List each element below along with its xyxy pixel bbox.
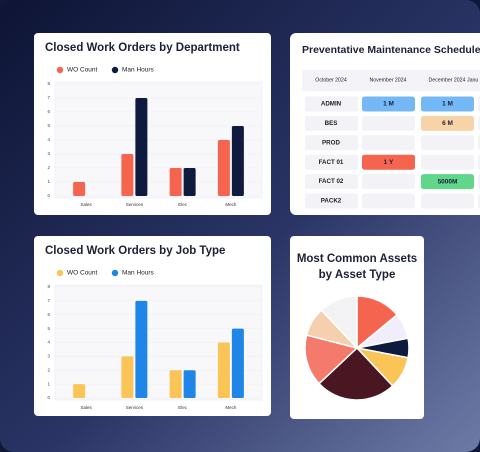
row-label: PACK2 (321, 198, 342, 205)
row-label-cell (305, 193, 358, 209)
schedule-cell (362, 174, 415, 190)
chart-title: Closed Work Orders by Department (45, 42, 240, 54)
row-label-cell (305, 96, 358, 112)
legend-swatch (111, 269, 119, 277)
row-label: FACT 02 (319, 178, 344, 185)
schedule-cell (421, 154, 474, 170)
bar (121, 356, 134, 398)
schedule-cell (362, 96, 415, 112)
y-tick-label: 3 (47, 354, 50, 359)
row-label: ADMIN (321, 101, 342, 108)
x-tick-label: Sales (80, 202, 92, 207)
row-label-cell (305, 174, 358, 190)
row-label: PROD (322, 139, 340, 146)
x-tick-label: Mech (225, 202, 237, 207)
x-tick-label: Services (126, 202, 144, 207)
y-tick-label: 7 (47, 95, 50, 100)
column-header: November 2024 (370, 77, 407, 83)
column-header: Janu (467, 77, 478, 83)
legend-label: Man Hours (122, 270, 155, 277)
row-label-cell (305, 154, 358, 170)
y-tick-label: 4 (47, 340, 50, 345)
x-tick-label: Services (126, 405, 144, 410)
row-label: FACT 01 (319, 159, 344, 166)
pie-slice (320, 295, 358, 350)
schedule-cell (362, 154, 415, 170)
y-tick-label: 2 (47, 165, 50, 170)
bar (217, 342, 230, 398)
legend-swatch (56, 66, 64, 74)
y-tick-label: 5 (47, 123, 50, 128)
y-tick-label: 5 (47, 326, 50, 331)
y-tick-label: 7 (47, 298, 50, 303)
schedule: Preventative Maintenance Schedule October… (302, 44, 480, 209)
schedule-cell (421, 193, 474, 209)
bar (183, 168, 196, 196)
bar (183, 370, 196, 398)
x-tick-label: Mech (225, 405, 237, 410)
bar (169, 168, 182, 196)
column-header: October 2024 (315, 77, 347, 83)
legend-label: Man Hours (122, 67, 155, 74)
row-label-cell (305, 115, 358, 131)
x-tick-label: Elec (178, 202, 188, 207)
bar (73, 384, 86, 398)
schedule-cell (421, 96, 474, 112)
schedule-cell (421, 135, 474, 151)
header-band (302, 70, 480, 91)
bar (231, 126, 244, 196)
legend-swatch (56, 269, 64, 277)
cell-label: 1 M (442, 101, 453, 108)
chart-title: Closed Work Orders by Job Type (45, 245, 225, 257)
bar (217, 140, 230, 196)
legend-swatch (111, 66, 119, 74)
schedule-cell (362, 115, 415, 131)
legend-label: WO Count (67, 67, 98, 74)
y-tick-label: 6 (47, 109, 50, 114)
row-label: BES (325, 120, 338, 127)
row-label-cell (305, 135, 358, 151)
cell-label: 1 Y (384, 159, 394, 166)
column-header: December 2024 (429, 77, 466, 83)
x-tick-label: Sales (80, 405, 92, 410)
x-tick-label: Elec (178, 405, 188, 410)
schedule-cell (362, 135, 415, 151)
schedule-cell (362, 193, 415, 209)
y-tick-label: 6 (47, 312, 50, 317)
pie-slice (318, 346, 394, 401)
y-tick-label: 0 (47, 395, 50, 400)
cell-label: 6 M (442, 120, 453, 127)
bar (135, 98, 148, 196)
bar (73, 182, 86, 196)
pie-slice (304, 334, 359, 385)
legend-label: WO Count (67, 270, 98, 277)
chart-title: Most Common Assets by Asset Type (297, 253, 417, 281)
y-tick-label: 8 (47, 284, 50, 289)
y-tick-label: 0 (47, 193, 50, 198)
cell-label: 1 M (383, 101, 394, 108)
bar (231, 328, 244, 398)
bar (121, 154, 134, 196)
bar (169, 370, 182, 398)
y-tick-label: 1 (47, 179, 50, 184)
schedule-cell (421, 174, 474, 190)
cell-label: 5000M (438, 178, 458, 185)
y-tick-label: 1 (47, 381, 50, 386)
bar (135, 300, 148, 398)
y-tick-label: 2 (47, 367, 50, 372)
y-tick-label: 8 (47, 81, 50, 86)
schedule-cell (421, 115, 474, 131)
y-tick-label: 3 (47, 151, 50, 156)
y-tick-label: 4 (47, 137, 50, 142)
schedule-title: Preventative Maintenance Schedule (302, 44, 480, 56)
